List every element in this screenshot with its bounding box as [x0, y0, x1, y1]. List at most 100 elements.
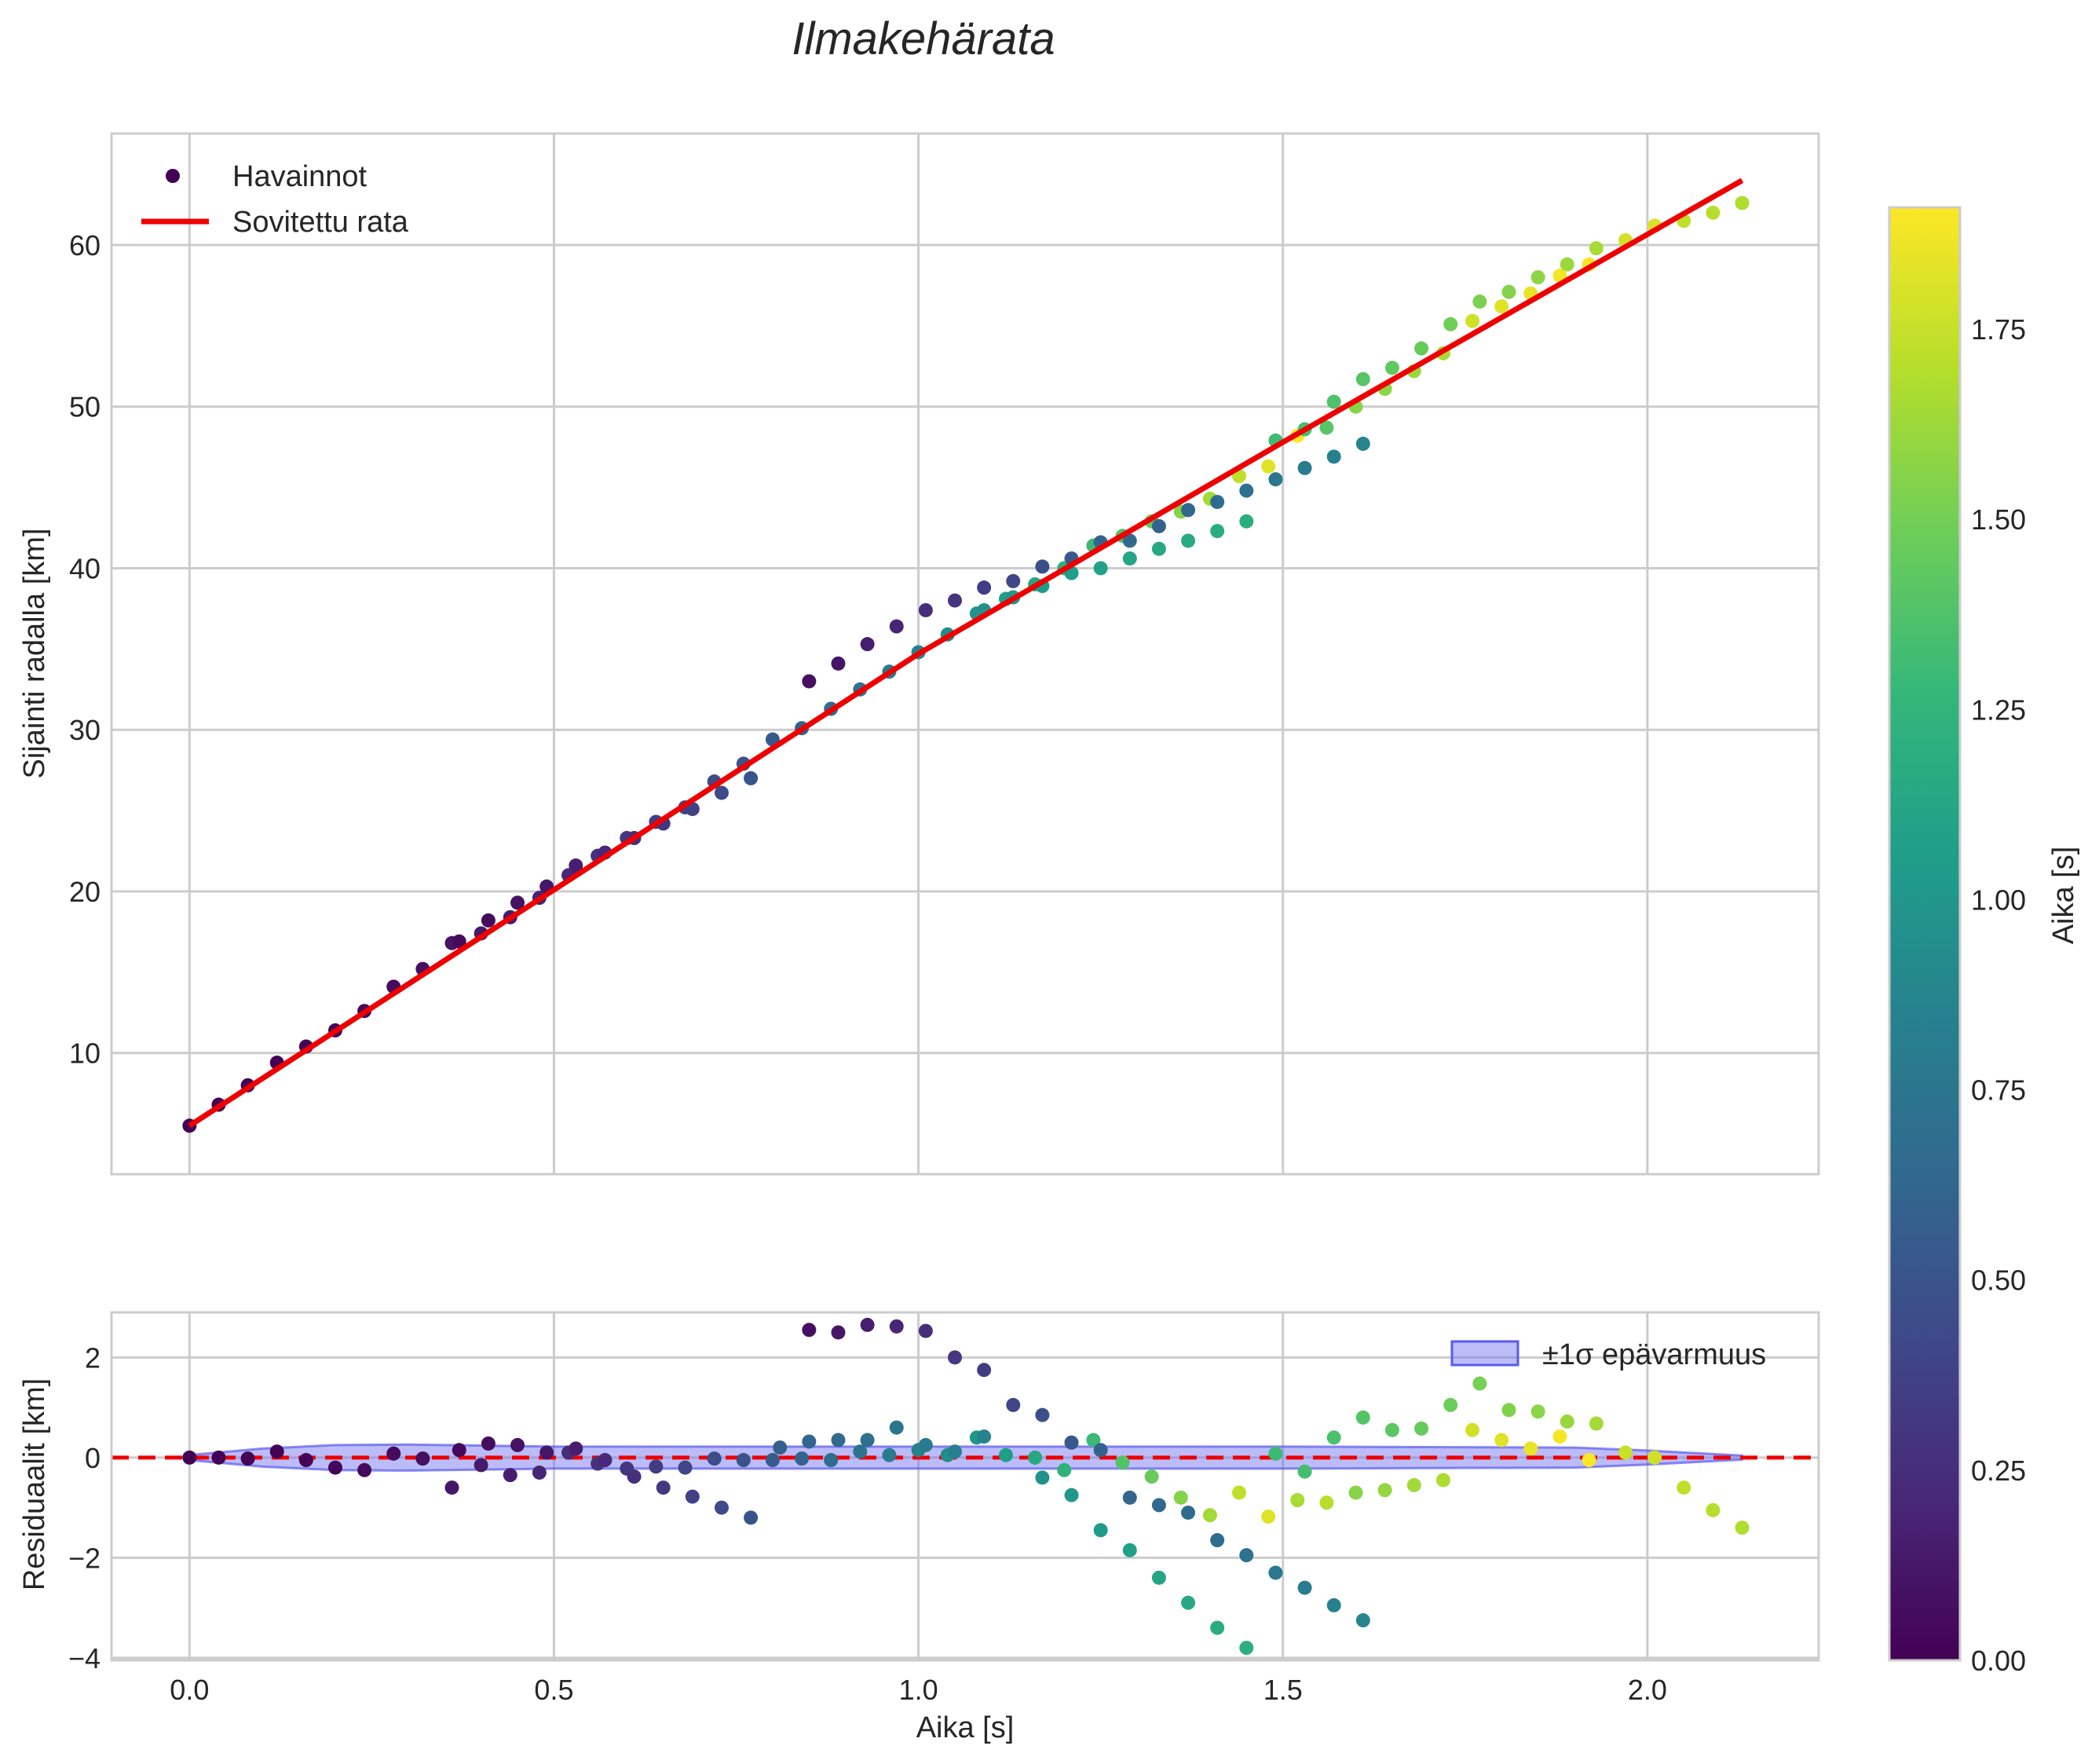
residual-point	[1232, 1485, 1247, 1500]
main-y-tick-label: 40	[69, 552, 101, 584]
colorbar-bar	[1888, 206, 1962, 1662]
residual-point	[1443, 1397, 1458, 1412]
residual-point	[831, 1325, 846, 1340]
residual-point	[1706, 1502, 1721, 1517]
residual-point	[795, 1451, 810, 1466]
residual-point	[1618, 1445, 1633, 1460]
observation-point	[1326, 394, 1341, 409]
residual-y-axis-label: Residuaalit [km]	[18, 1378, 51, 1590]
main-axes: 10 20 30 40 50 60 Sijainti radalla [km] Havai…	[18, 132, 1820, 1176]
observation-point	[1384, 360, 1399, 375]
main-legend: Havainnot Sovitettu rata	[141, 160, 409, 239]
residual-point	[1384, 1422, 1399, 1437]
residual-point	[1006, 1397, 1021, 1412]
residual-point	[649, 1459, 664, 1474]
residual-point	[510, 1437, 525, 1452]
observation-point	[1151, 541, 1166, 556]
residual-point	[1414, 1421, 1429, 1436]
main-y-tick-label: 50	[69, 391, 101, 423]
residual-point	[1210, 1533, 1225, 1548]
observation-point	[744, 770, 759, 785]
residual-point	[1181, 1505, 1196, 1520]
residual-legend: ±1σ epävarmuus	[1450, 1338, 1766, 1371]
residual-point	[598, 1453, 613, 1468]
residual-point	[1239, 1548, 1254, 1563]
colorbar-tick-labels: 0.00 0.25 0.50 0.75 1.00 1.25 1.50 1.75	[1971, 313, 2026, 1677]
observation-point	[1706, 205, 1721, 220]
colorbar-label: Aika [s]	[2047, 847, 2080, 945]
observation-point	[1530, 270, 1545, 285]
observation-point	[481, 913, 495, 928]
x-tick-label: 0.5	[534, 1674, 573, 1706]
residual-point	[1735, 1521, 1750, 1535]
residual-point	[1326, 1430, 1341, 1445]
residual-point	[1028, 1450, 1043, 1465]
observation-point	[1443, 317, 1458, 331]
residual-y-tick-label: −4	[68, 1642, 101, 1674]
residual-point	[889, 1420, 904, 1435]
residual-point	[882, 1447, 897, 1462]
residual-point	[707, 1451, 722, 1466]
residual-point	[1035, 1470, 1050, 1485]
residual-point	[182, 1450, 197, 1465]
residual-point	[539, 1445, 554, 1460]
residual-point	[860, 1317, 875, 1332]
observation-point	[1501, 284, 1516, 299]
residual-point	[1093, 1523, 1108, 1538]
residual-point	[860, 1433, 875, 1447]
residual-point	[1530, 1404, 1545, 1419]
residual-point	[327, 1460, 342, 1475]
main-grid	[112, 134, 1819, 1174]
colorbar-tick-label: 0.75	[1971, 1074, 2026, 1107]
main-y-tick-label: 10	[69, 1038, 101, 1070]
observation-point	[1181, 503, 1196, 518]
residual-point	[1093, 1443, 1108, 1458]
residual-point	[1355, 1410, 1370, 1425]
observation-point	[977, 580, 992, 595]
residual-point	[1582, 1453, 1596, 1468]
residual-point	[1261, 1510, 1276, 1524]
residual-point	[656, 1480, 671, 1495]
x-tick-label: 2.0	[1628, 1674, 1667, 1706]
x-tick-label: 1.5	[1263, 1674, 1303, 1706]
residual-point	[211, 1450, 226, 1465]
observation-point	[1261, 459, 1276, 474]
legend-band-label: ±1σ epävarmuus	[1542, 1338, 1766, 1371]
observation-point	[1210, 495, 1225, 510]
observation-point	[1210, 524, 1225, 539]
legend-observations-label: Havainnot	[232, 160, 368, 193]
residual-point	[1086, 1433, 1101, 1447]
residual-point	[948, 1350, 963, 1365]
residual-point	[678, 1460, 693, 1475]
observation-point	[1589, 241, 1604, 256]
main-y-tick-label: 30	[69, 714, 101, 746]
residual-point	[1494, 1433, 1509, 1447]
residual-point	[802, 1434, 817, 1449]
observation-point	[1297, 460, 1312, 475]
residual-point	[773, 1440, 788, 1455]
residual-point	[802, 1323, 817, 1338]
residual-y-tick-label: 0	[85, 1442, 101, 1474]
main-y-tick-label: 60	[69, 229, 101, 262]
residual-observations	[182, 1317, 1750, 1656]
x-axis-label: Aika [s]	[916, 1711, 1015, 1744]
observation-point	[1414, 341, 1429, 356]
observation-point	[714, 785, 729, 800]
observation-point	[802, 674, 817, 689]
x-tick-label: 0.0	[170, 1674, 209, 1706]
observation-point	[1319, 420, 1334, 435]
residual-point	[1319, 1495, 1334, 1510]
residual-point	[1122, 1490, 1137, 1505]
residual-point	[532, 1465, 547, 1480]
residual-point	[357, 1462, 372, 1477]
residual-point	[1210, 1620, 1225, 1635]
residual-point	[1560, 1414, 1574, 1429]
residual-point	[1181, 1595, 1196, 1610]
residual-x-tick-labels: 0.0 0.5 1.0 1.5 2.0	[170, 1674, 1667, 1706]
residual-point	[1057, 1462, 1072, 1477]
observation-point	[1239, 514, 1254, 529]
main-plot-frame	[110, 132, 1820, 1176]
residual-point	[1435, 1473, 1450, 1488]
main-y-axis-label: Sijainti radalla [km]	[18, 529, 51, 779]
